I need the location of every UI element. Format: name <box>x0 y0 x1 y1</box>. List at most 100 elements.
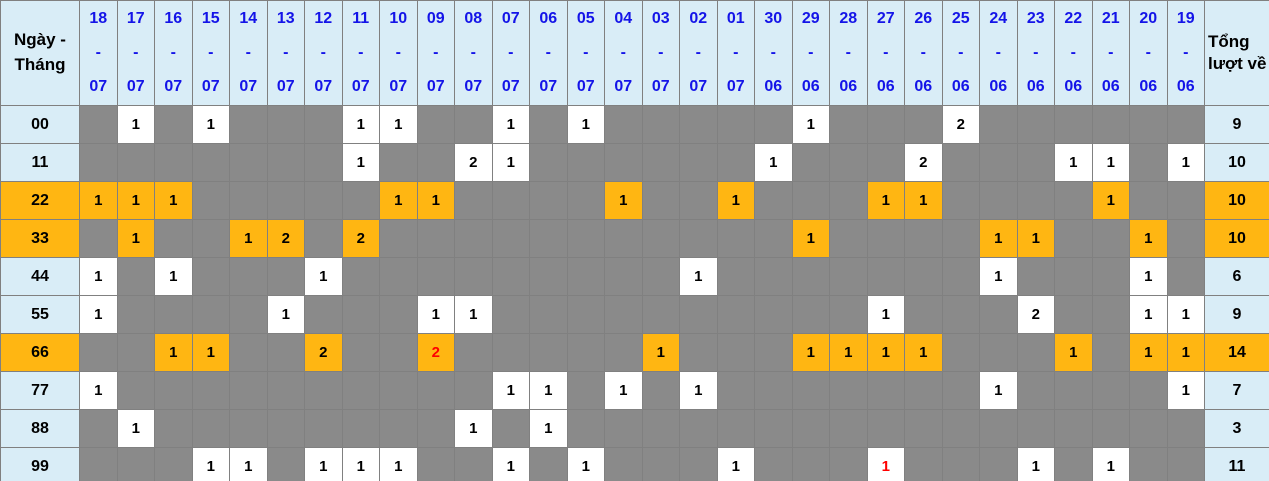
empty-cell <box>904 105 943 144</box>
empty-cell <box>754 295 793 334</box>
frequency-cell: 1 <box>979 371 1018 410</box>
empty-cell <box>979 333 1018 372</box>
empty-cell <box>154 295 193 334</box>
empty-cell <box>341 333 380 372</box>
date-month: 06 <box>1176 78 1195 95</box>
column-header-date: 14 - 07 <box>229 0 268 106</box>
column-header-date: 01 - 07 <box>716 0 755 106</box>
empty-cell <box>491 409 530 448</box>
empty-cell <box>829 371 868 410</box>
empty-cell <box>1054 409 1093 448</box>
empty-cell <box>754 409 793 448</box>
empty-cell <box>1016 143 1055 182</box>
empty-cell <box>491 333 530 372</box>
header-row: Ngày - Tháng 18 - 07 17 - 07 16 - 07 15 - 07 14 - 07 13 -… <box>0 0 1269 106</box>
row-label: 66 <box>0 333 80 372</box>
frequency-cell: 1 <box>79 181 118 220</box>
empty-cell <box>941 447 980 481</box>
empty-cell <box>791 181 830 220</box>
date-separator: - <box>1183 44 1189 61</box>
table-header: Ngày - Tháng 18 - 07 17 - 07 16 - 07 15 - 07 14 - 07 13 -… <box>0 0 1269 106</box>
empty-cell <box>716 257 755 296</box>
empty-cell <box>791 409 830 448</box>
empty-cell <box>979 447 1018 481</box>
empty-cell <box>1054 181 1093 220</box>
empty-cell <box>116 371 155 410</box>
empty-cell <box>679 409 718 448</box>
table-row: 11 1 2 1 1 2 1 1 1 10 <box>0 143 1269 182</box>
empty-cell <box>229 257 268 296</box>
date-stack: 30 - 06 <box>755 11 791 95</box>
empty-cell <box>191 295 230 334</box>
empty-cell <box>566 409 605 448</box>
empty-cell <box>266 409 305 448</box>
frequency-cell: 1 <box>191 447 230 481</box>
empty-cell <box>941 143 980 182</box>
date-separator: - <box>583 44 589 61</box>
empty-cell <box>941 219 980 258</box>
empty-cell <box>1091 295 1130 334</box>
date-separator: - <box>995 44 1001 61</box>
date-stack: 06 - 07 <box>530 11 566 95</box>
empty-cell <box>566 219 605 258</box>
frequency-cell: 1 <box>641 333 680 372</box>
date-stack: 01 - 07 <box>718 11 754 95</box>
column-header-date: 20 - 06 <box>1129 0 1168 106</box>
column-header-date: 15 - 07 <box>191 0 230 106</box>
empty-cell <box>1091 105 1130 144</box>
frequency-cell: 1 <box>491 143 530 182</box>
empty-cell <box>754 181 793 220</box>
date-month: 07 <box>389 78 408 95</box>
empty-cell <box>829 181 868 220</box>
empty-cell <box>1054 371 1093 410</box>
empty-cell <box>379 371 418 410</box>
date-stack: 19 - 06 <box>1168 11 1204 95</box>
date-separator: - <box>1033 44 1039 61</box>
empty-cell <box>529 105 568 144</box>
date-month: 06 <box>989 78 1008 95</box>
empty-cell <box>1166 105 1205 144</box>
empty-cell <box>866 371 905 410</box>
empty-cell <box>379 257 418 296</box>
date-separator: - <box>620 44 626 61</box>
frequency-cell: 2 <box>941 105 980 144</box>
empty-cell <box>229 105 268 144</box>
empty-cell <box>716 143 755 182</box>
frequency-cell: 1 <box>791 105 830 144</box>
empty-cell <box>829 447 868 481</box>
empty-cell <box>491 257 530 296</box>
empty-cell <box>116 447 155 481</box>
empty-cell <box>604 257 643 296</box>
empty-cell <box>454 447 493 481</box>
empty-cell <box>641 219 680 258</box>
date-day: 04 <box>614 10 633 27</box>
row-label: 11 <box>0 143 80 182</box>
date-stack: 10 - 07 <box>380 11 416 95</box>
empty-cell <box>829 295 868 334</box>
empty-cell <box>641 143 680 182</box>
date-month: 06 <box>764 78 783 95</box>
frequency-cell: 1 <box>1091 447 1130 481</box>
frequency-cell: 1 <box>1166 295 1205 334</box>
empty-cell <box>191 371 230 410</box>
date-separator: - <box>845 44 851 61</box>
frequency-cell: 2 <box>454 143 493 182</box>
frequency-cell: 1 <box>791 219 830 258</box>
frequency-cell: 1 <box>866 333 905 372</box>
frequency-cell: 1 <box>79 295 118 334</box>
empty-cell <box>416 409 455 448</box>
date-stack: 24 - 06 <box>980 11 1016 95</box>
empty-cell <box>304 295 343 334</box>
empty-cell <box>1166 447 1205 481</box>
date-day: 26 <box>914 10 933 27</box>
table-row: 33 1 1 2 2 1 1 1 1 10 <box>0 219 1269 258</box>
row-label: 77 <box>0 371 80 410</box>
column-header-date: 28 - 06 <box>829 0 868 106</box>
column-header-date: 03 - 07 <box>641 0 680 106</box>
empty-cell <box>566 371 605 410</box>
frequency-cell: 1 <box>1166 333 1205 372</box>
empty-cell <box>1091 219 1130 258</box>
frequency-cell: 1 <box>154 181 193 220</box>
empty-cell <box>754 219 793 258</box>
frequency-cell: 1 <box>229 447 268 481</box>
